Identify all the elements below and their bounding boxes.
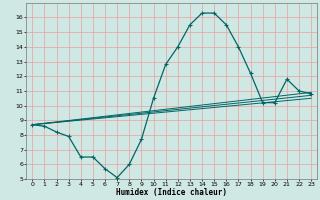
X-axis label: Humidex (Indice chaleur): Humidex (Indice chaleur) bbox=[116, 188, 227, 197]
